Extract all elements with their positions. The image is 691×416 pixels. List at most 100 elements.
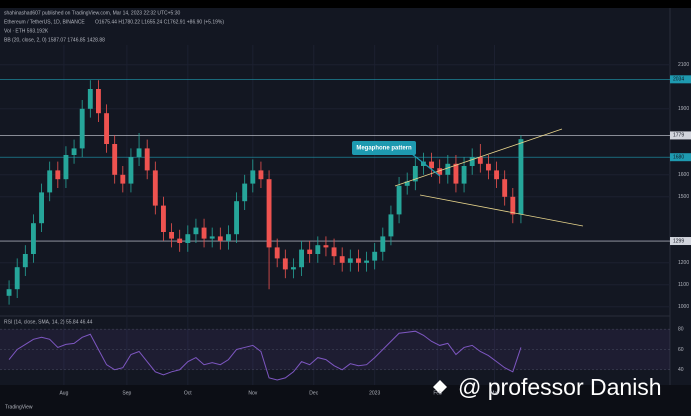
bb-text: BB (20, close, 2, 0) 1587.07 1746.85 142… [4, 37, 105, 43]
level-label: 2034 [673, 77, 684, 83]
candle-body [274, 247, 280, 259]
candle-body [518, 139, 524, 215]
rsi-tick-label: 40 [678, 367, 684, 373]
candle-body [258, 170, 264, 180]
candle-body [453, 163, 459, 184]
candle-body [128, 157, 134, 184]
candle-body [112, 144, 118, 175]
candle-body [250, 170, 256, 184]
candle-body [79, 108, 85, 149]
y-tick-label: 1900 [678, 106, 689, 112]
candle-body [372, 251, 378, 261]
candle-body [14, 267, 20, 290]
x-tick-label: Dec [309, 390, 318, 396]
candle-body [347, 258, 353, 263]
candle-body [234, 201, 239, 235]
candle-body [461, 166, 467, 184]
annotation: Megaphone pattern [356, 146, 412, 152]
publisher: shahinashad607 published on TradingView.… [4, 10, 180, 16]
candle-body [96, 89, 101, 114]
candle-body [339, 256, 345, 263]
rsi-tick-label: 80 [678, 326, 684, 332]
level-box [670, 153, 691, 162]
candle-body [242, 183, 248, 202]
candle-body [136, 148, 142, 158]
candle-body [323, 245, 329, 248]
candle-body [282, 258, 288, 270]
y-tick-label: 1100 [678, 282, 689, 288]
y-tick-label: 1000 [678, 304, 689, 310]
candle-body [421, 161, 426, 166]
annotation-arrow [411, 153, 441, 177]
candle-body [104, 113, 109, 144]
candle-body [445, 163, 451, 175]
x-tick-label: Oct [184, 390, 192, 396]
megaphone-upper [394, 128, 563, 187]
level-box [670, 75, 691, 84]
x-tick-label: Feb [433, 390, 442, 396]
candle-body [486, 163, 491, 171]
y-tick-label: 2100 [678, 62, 689, 68]
candle-body [510, 196, 516, 215]
volume-text: Vol · ETH 593.192K [4, 28, 49, 34]
rsi-line [8, 330, 522, 381]
level-label: 1680 [673, 155, 684, 161]
bottom-bar [0, 385, 691, 416]
top-bar [0, 0, 691, 8]
candle-body [39, 192, 44, 224]
candle-body [380, 236, 386, 252]
candle-body [494, 170, 499, 180]
candle-body [177, 238, 183, 243]
level-label: 1299 [673, 238, 684, 244]
watermark-icon [433, 380, 447, 394]
candle-body [356, 258, 361, 263]
candle-body [412, 166, 418, 182]
candle-body [469, 157, 475, 166]
rsi-tick-label: 60 [678, 347, 684, 353]
candle-body [217, 236, 223, 241]
candle-body [307, 249, 313, 254]
x-tick-label: Aug [59, 390, 68, 396]
candle-body [315, 245, 321, 254]
annotation-box [352, 141, 416, 155]
x-tick-label: Sep [122, 390, 131, 396]
candle-body [299, 249, 304, 268]
candle-body [437, 168, 443, 175]
y-tick-label: 1600 [678, 172, 689, 178]
candle-body [169, 232, 174, 239]
candle-body [404, 181, 410, 186]
candle-body [477, 157, 483, 164]
candle-body [161, 205, 166, 232]
level-box [670, 131, 691, 140]
watermark: @ professor Danish [458, 374, 662, 400]
candle-body [209, 236, 215, 239]
x-tick-label: Mar [490, 390, 499, 396]
candle-body [185, 234, 191, 243]
candle-body [429, 161, 434, 169]
candle-body [87, 89, 93, 109]
x-tick-label: 2023 [369, 390, 380, 396]
level-label: 1779 [673, 133, 684, 139]
candle-body [193, 227, 199, 235]
candle-body [152, 170, 158, 206]
rsi-band [0, 329, 670, 370]
megaphone-lower [419, 194, 584, 227]
candle-body [63, 155, 69, 180]
rsi-title: RSI (14, close, SMA, 14, 2) 55.84 46.44 [4, 319, 93, 325]
level-box [670, 237, 691, 246]
candle-body [226, 234, 231, 241]
candle-body [266, 179, 272, 248]
plot [0, 45, 670, 385]
candle-body [502, 179, 508, 197]
candle-body [388, 214, 394, 237]
candle-body [396, 185, 402, 215]
candle-body [331, 247, 337, 257]
ohlc-text: O1675.44 H1780.22 L1655.24 C1762.91 +86.… [95, 19, 224, 25]
y-tick-label: 1500 [678, 194, 689, 200]
candle-body [120, 174, 126, 184]
candle-body [201, 227, 207, 239]
candle-body [31, 223, 36, 254]
